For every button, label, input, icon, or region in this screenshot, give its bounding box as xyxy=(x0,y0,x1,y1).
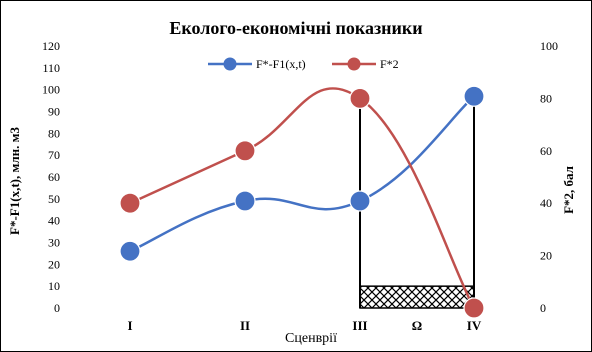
data-point xyxy=(349,87,371,110)
y-axis-left-title: F*-F1(x,t), млн. м3 xyxy=(7,127,22,235)
data-point xyxy=(349,190,371,212)
y-left-tick-label: 40 xyxy=(48,214,60,228)
x-omega-label: Ω xyxy=(412,318,422,333)
legend-label: F*-F1(x,t) xyxy=(256,57,306,71)
data-point xyxy=(119,240,141,262)
y-left-tick-label: 30 xyxy=(48,236,60,250)
legend-label: F*2 xyxy=(380,57,399,71)
y-left-tick-label: 80 xyxy=(48,126,60,140)
y-left-tick-label: 10 xyxy=(48,279,60,293)
data-point xyxy=(119,192,141,214)
data-point xyxy=(463,85,485,107)
y-left-tick-label: 110 xyxy=(42,61,60,75)
y-right-tick-label: 40 xyxy=(540,196,552,210)
data-point xyxy=(234,190,256,212)
y-axis-right-title: F*2, бал xyxy=(561,166,576,214)
annotations xyxy=(359,96,475,309)
x-axis-title: Сценврії xyxy=(285,331,337,346)
legend: F*-F1(x,t) F*2 xyxy=(208,57,399,71)
hatched-band xyxy=(359,285,475,309)
y-right-tick-label: 100 xyxy=(540,39,558,53)
data-point xyxy=(463,297,485,319)
y-left-tick-label: 100 xyxy=(42,83,60,97)
y-left-tick-label: 50 xyxy=(48,192,60,206)
y-left-tick-label: 90 xyxy=(48,105,60,119)
series-group xyxy=(119,85,485,319)
series-line-1 xyxy=(129,95,475,253)
y-left-tick-label: 60 xyxy=(48,170,60,184)
data-point xyxy=(234,140,256,162)
x-category-label: I xyxy=(127,318,132,333)
right-axis-ticks: 0 20 40 60 80 100 xyxy=(540,39,558,315)
y-left-tick-label: 20 xyxy=(48,257,60,271)
y-right-tick-label: 80 xyxy=(540,91,552,105)
category-labels: I II III IVΩ xyxy=(127,318,481,333)
y-left-tick-label: 0 xyxy=(54,301,60,315)
y-right-tick-label: 0 xyxy=(540,301,546,315)
x-category-label: II xyxy=(240,318,250,333)
x-category-label: III xyxy=(352,318,367,333)
y-right-tick-label: 60 xyxy=(540,144,552,158)
left-axis-ticks: 0 10 20 30 40 50 60 70 80 90 100 110 120 xyxy=(42,39,60,315)
legend-swatch-marker xyxy=(347,57,361,71)
legend-swatch-marker xyxy=(223,57,237,71)
series-line-2 xyxy=(129,87,476,309)
y-left-tick-label: 70 xyxy=(48,148,60,162)
y-right-tick-label: 20 xyxy=(540,249,552,263)
y-left-tick-label: 120 xyxy=(42,39,60,53)
x-category-label: IV xyxy=(467,318,482,333)
chart-title: Еколого-економічні показники xyxy=(169,18,422,38)
